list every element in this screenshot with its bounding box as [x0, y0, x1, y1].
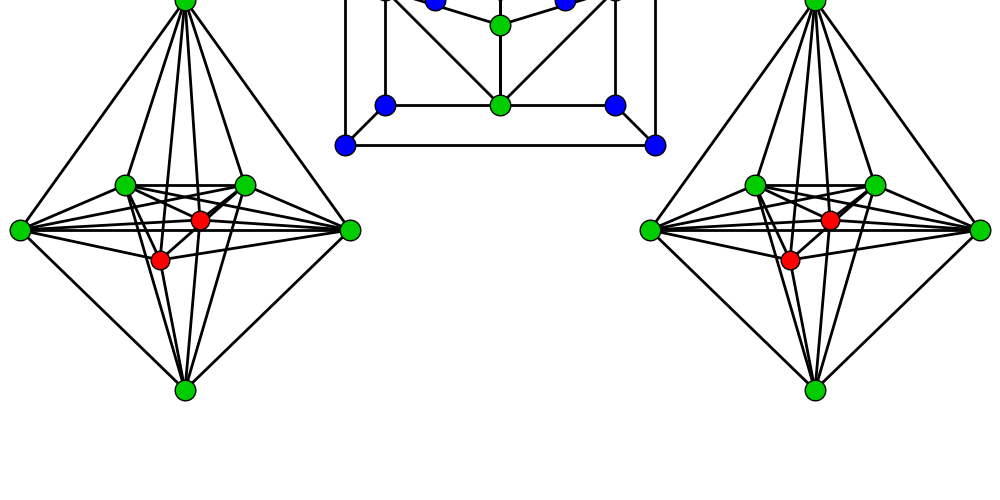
Point [342, 226, 358, 234]
Point [647, 141, 663, 149]
Point [822, 216, 838, 224]
Point [642, 226, 658, 234]
Point [117, 181, 133, 189]
Point [807, 0, 823, 4]
Point [337, 141, 353, 149]
Point [607, 101, 623, 109]
Point [177, 0, 193, 4]
Point [807, 386, 823, 394]
Point [12, 226, 28, 234]
Point [867, 181, 883, 189]
Point [747, 181, 763, 189]
Point [177, 386, 193, 394]
Point [192, 216, 208, 224]
Point [557, 0, 573, 4]
Point [492, 21, 508, 29]
Point [377, 101, 393, 109]
Point [492, 101, 508, 109]
Point [972, 226, 988, 234]
Point [782, 256, 798, 264]
Point [237, 181, 253, 189]
Point [427, 0, 443, 4]
Point [152, 256, 168, 264]
